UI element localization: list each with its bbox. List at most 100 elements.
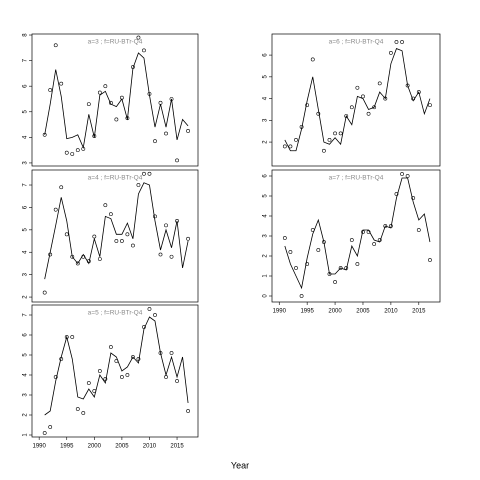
observation-point [97, 369, 102, 373]
observation-point [92, 234, 97, 239]
observation-point [119, 239, 124, 243]
observation-point [316, 111, 321, 116]
observation-point [42, 132, 47, 137]
panel-frame [31, 304, 199, 438]
observation-point [411, 96, 416, 101]
y-tick-label: 0 [263, 294, 269, 298]
observation-point [186, 236, 190, 241]
observation-point [59, 185, 64, 190]
y-tick-label: 3 [263, 234, 269, 238]
x-tick-label: 2010 [384, 309, 398, 315]
observation-point [114, 239, 119, 243]
observation-point [361, 94, 365, 99]
observation-point [59, 81, 64, 86]
observation-point [53, 375, 58, 379]
observation-point [131, 355, 135, 359]
observation-point [92, 389, 97, 393]
observation-point [86, 102, 91, 106]
observation-point [142, 48, 146, 53]
observation-point [136, 35, 141, 40]
observation-point [153, 139, 157, 144]
observation-point [153, 313, 157, 317]
observation-point [125, 116, 130, 121]
y-tick-label: 4 [23, 373, 29, 377]
x-tick-label: 1990 [32, 444, 46, 450]
observation-point [305, 103, 310, 108]
observation-point [97, 90, 102, 95]
y-tick-label: 2 [23, 413, 29, 417]
observation-point [158, 100, 163, 105]
y-tick-label: 2 [23, 295, 29, 299]
observation-point [53, 43, 58, 48]
observation-point [310, 228, 315, 232]
observation-point [282, 236, 287, 240]
observation-point [81, 254, 86, 259]
observation-point [64, 150, 69, 155]
observation-point [288, 250, 293, 254]
observation-point [103, 203, 108, 208]
observation-point [131, 243, 135, 248]
observation-point [119, 95, 124, 100]
panel: a=4 ; f=RU-BTr-Q4 2 3 4 5 6 7 [23, 169, 199, 303]
y-tick-label: 6 [23, 205, 29, 209]
observation-point [333, 131, 337, 136]
observation-point [310, 57, 315, 62]
x-tick-label: 2005 [115, 444, 129, 450]
observation-point [388, 224, 393, 228]
x-tick-label: 1995 [300, 309, 314, 315]
fit-line [44, 182, 189, 280]
observation-point [164, 223, 168, 228]
observation-point [333, 280, 337, 284]
observation-point [70, 335, 75, 339]
observation-point [64, 335, 69, 339]
observation-point [142, 171, 146, 176]
observation-point [125, 373, 130, 377]
observation-point [59, 357, 64, 361]
observation-point [327, 138, 332, 142]
observation-point [388, 51, 393, 55]
observation-point [97, 257, 102, 261]
observation-point [355, 85, 360, 90]
observation-point [70, 152, 75, 156]
observation-point [158, 351, 163, 355]
y-tick-label: 2 [263, 140, 269, 144]
observation-point [175, 218, 179, 223]
observation-point [355, 262, 360, 266]
y-tick-label: 5 [23, 353, 29, 357]
observation-point [92, 134, 97, 138]
observation-point [75, 261, 80, 266]
y-tick-label: 7 [23, 58, 29, 62]
observation-point [186, 129, 190, 133]
observation-point [158, 252, 163, 257]
y-tick-label: 6 [23, 333, 29, 337]
observation-point [169, 254, 174, 259]
panel-title: a=6 ; f=RU-BTr-Q4 [329, 39, 384, 46]
y-tick-label: 5 [263, 75, 269, 79]
x-tick-label: 2000 [88, 444, 102, 450]
observation-point [114, 117, 119, 122]
x-tick-label: 2015 [412, 309, 426, 315]
observation-point [322, 240, 326, 244]
observation-point [361, 230, 365, 234]
observation-point [125, 232, 130, 237]
observation-point [147, 307, 152, 311]
panel: a=6 ; f=RU-BTr-Q4 2 3 4 5 6 [263, 33, 441, 167]
y-tick-label: 5 [23, 109, 29, 113]
fit-line [44, 316, 189, 416]
observation-point [147, 171, 152, 176]
panel-title: a=5 ; f=RU-BTr-Q4 [88, 310, 143, 317]
x-axis-label: Year [231, 460, 249, 470]
panel-title: a=4 ; f=RU-BTr-Q4 [88, 175, 143, 182]
observation-point [136, 183, 141, 187]
observation-point [400, 40, 404, 44]
observation-point [48, 88, 53, 92]
observation-point [164, 375, 168, 379]
observation-point [377, 238, 382, 242]
y-tick-label: 3 [263, 118, 269, 122]
x-tick-label: 1995 [60, 444, 74, 450]
observation-point [103, 377, 108, 381]
y-tick-label: 4 [23, 250, 29, 254]
observation-point [108, 212, 113, 217]
panel-frame [271, 33, 441, 167]
